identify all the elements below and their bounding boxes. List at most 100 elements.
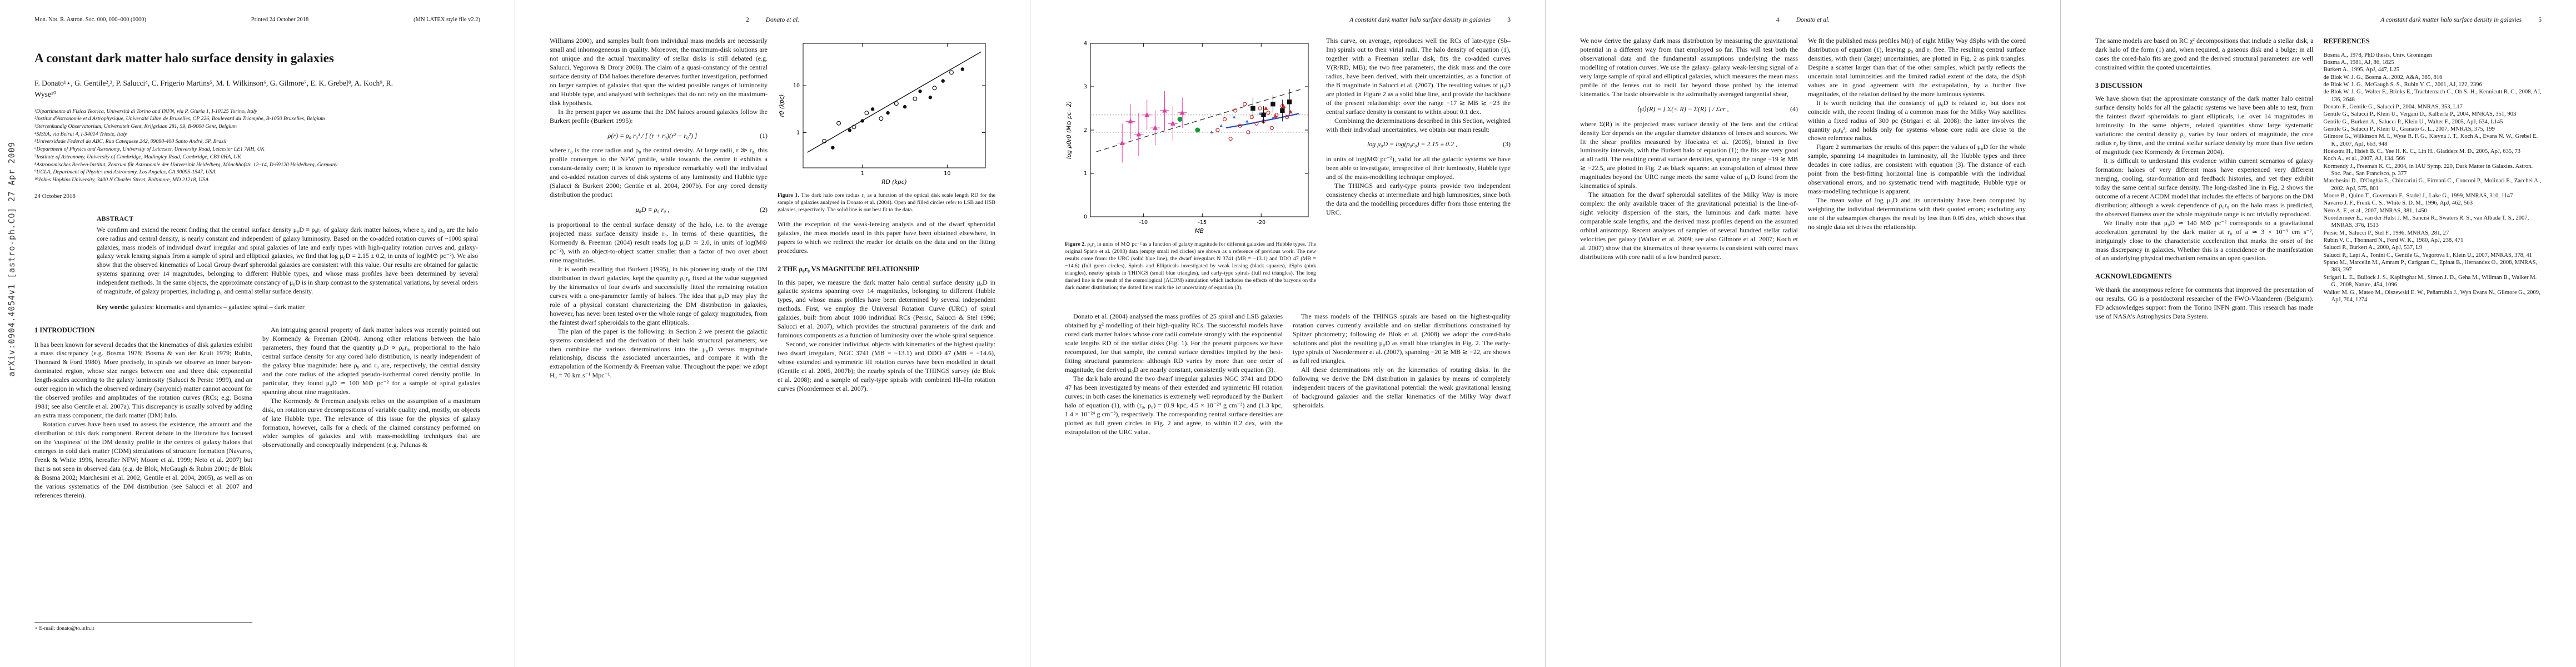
svg-text:-10: -10 bbox=[1139, 220, 1148, 226]
affiliation: ⁵Universidade Federal do ABC, Rua Catequ… bbox=[34, 138, 227, 145]
reference-entry: de Blok W. J. G., Bosma A., 2002, A&A, 3… bbox=[2323, 74, 2443, 81]
paragraph: is proportional to the central surface d… bbox=[550, 221, 768, 264]
figure-1-caption-text: The dark halo core radius r₀ as a functi… bbox=[778, 192, 995, 213]
paragraph: It is difficult to understand this evide… bbox=[2095, 156, 2314, 218]
equation-2-body: μ₀D ≡ ρ₀ r₀ , bbox=[635, 206, 670, 214]
footnote-text: ⋆ E-mail: donato@to.infn.it bbox=[34, 625, 94, 631]
page5-column-right: REFERENCES Bosma A., 1978, PhD thesis, U… bbox=[2324, 37, 2542, 303]
page1-column-right: An intriguing general property of dark m… bbox=[262, 326, 480, 450]
running-head: 4 Donato et al. bbox=[1580, 17, 2026, 23]
page2-column-right: 1 10 1 10 RD (kpc) r0 (kpc) Figure 1. The dar… bbox=[778, 37, 995, 394]
reference-entry: Neto A. F., et al., 2007, MNRAS, 381, 14… bbox=[2323, 207, 2427, 214]
svg-text:0: 0 bbox=[1084, 214, 1087, 220]
acknowledgments-text: We thank the anonymous referee for comme… bbox=[2095, 285, 2314, 320]
paragraph: An intriguing general property of dark m… bbox=[262, 326, 480, 396]
paragraph: The THINGS and early-type points provide… bbox=[1326, 182, 1511, 217]
affiliation: ⁹UCLA, Department of Physics and Astrono… bbox=[34, 169, 216, 176]
page5-column-left: The same models are based on RC χ² decom… bbox=[2095, 37, 2314, 321]
reference-entry: Bosma A., 1978, PhD thesis, Univ. Gronin… bbox=[2323, 52, 2433, 58]
body-paragraphs: In this paper, we measure the dark matte… bbox=[778, 278, 995, 394]
reference-entry: Rubin V. C., Thonnard N., Ford W. K., 19… bbox=[2323, 237, 2464, 244]
keywords-line: Key words: galaxies: kinematics and dyna… bbox=[97, 303, 478, 311]
reference-entry: Marchesini D., D'Onghia E., Chincarini G… bbox=[2323, 178, 2542, 192]
figure-1-plot: 1 10 1 10 RD (kpc) r0 (kpc) bbox=[778, 37, 993, 188]
abstract-heading: ABSTRACT bbox=[97, 215, 134, 222]
page4-column-right: We fit the published mass profiles M(r) … bbox=[1808, 37, 2026, 232]
reference-entry: Strigari L. E., Bullock J. S., Kaplingha… bbox=[2323, 274, 2537, 288]
page-number: 3 bbox=[1507, 17, 1511, 23]
reference-entry: Hoekstra H., Hsieh B. C., Yee H. K. C., … bbox=[2323, 148, 2521, 155]
paragraph: The plan of the paper is the following: … bbox=[550, 327, 768, 380]
paragraph: The same models are based on RC χ² decom… bbox=[2095, 37, 2314, 71]
journal-ref: Mon. Not. R. Astron. Soc. 000, 000–000 (… bbox=[34, 17, 146, 23]
paper-title: A constant dark matter halo surface dens… bbox=[34, 51, 334, 65]
paragraph: We fit the published mass profiles M(r) … bbox=[1808, 37, 2026, 98]
paragraph: In the present paper we assume that the … bbox=[550, 107, 768, 125]
reference-entry: Burkert A., 1995, ApJ, 447, L25 bbox=[2323, 67, 2400, 73]
figure-1-caption: Figure 1. The dark halo core radius r₀ a… bbox=[778, 192, 995, 213]
reference-entry: Moore B., Quinn T., Governato F., Stadel… bbox=[2323, 193, 2513, 200]
reference-entry: Persic M., Salucci P., Stel F., 1996, MN… bbox=[2323, 230, 2449, 236]
reference-entry: Salucci P., Burkert A., 2000, ApJ, 537, … bbox=[2323, 245, 2423, 251]
affiliation: ¹Dipartimento di Fisica Teorica, Univers… bbox=[34, 108, 257, 115]
section-2-heading: 2 THE ρ₀r₀ VS MAGNITUDE RELATIONSHIP bbox=[778, 265, 920, 273]
reference-entry: Bosma A., 1981, AJ, 86, 1825 bbox=[2323, 59, 2394, 66]
reference-entry: Spano M., Marcelin M., Amram P., Carigna… bbox=[2323, 260, 2538, 273]
paragraph: It is worth recalling that Burkert (1995… bbox=[550, 265, 768, 326]
paragraph: where r₀ is the core radius and ρ₀ the c… bbox=[550, 146, 768, 199]
style-file-note: (MN LATEX style file v2.2) bbox=[413, 17, 480, 23]
body-paragraphs: in units of log(M⊙ pc⁻²), valid for all … bbox=[1326, 155, 1511, 217]
paragraph: Rotation curves have been used to assess… bbox=[34, 420, 252, 499]
paragraph: in units of log(M⊙ pc⁻²), valid for all … bbox=[1326, 155, 1511, 181]
svg-text:4: 4 bbox=[1084, 41, 1087, 47]
paragraph: Second, we consider individual objects w… bbox=[778, 340, 995, 392]
body-paragraphs: is proportional to the central surface d… bbox=[550, 221, 768, 380]
paragraph: Williams 2000), and samples built from i… bbox=[550, 37, 768, 107]
paragraph: Donato et al. (2004) analysed the mass p… bbox=[1065, 312, 1283, 374]
svg-text:2: 2 bbox=[1084, 127, 1087, 133]
equation-3-body: log μ₀D = log(ρ₀r₀) = 2.15 ± 0.2 , bbox=[1367, 140, 1458, 148]
equation-3: log μ₀D = log(ρ₀r₀) = 2.15 ± 0.2 , (3) bbox=[1326, 140, 1511, 149]
page-4: 4 Donato et al. We now derive the galaxy… bbox=[1546, 0, 2061, 667]
page-1: Mon. Not. R. Astron. Soc. 000, 000–000 (… bbox=[0, 0, 515, 667]
running-title: A constant dark matter halo surface dens… bbox=[2380, 17, 2522, 23]
svg-text:-20: -20 bbox=[1257, 220, 1265, 226]
references-heading: REFERENCES bbox=[2323, 37, 2370, 45]
figure-2: -10 -15 -20 0 1 2 3 4 MB log ρ0r0 (M⊙ pc−2) Figur… bbox=[1065, 37, 1316, 291]
svg-text:3: 3 bbox=[1084, 84, 1087, 90]
reference-entry: Gilmore G., Wilkinson M. I., Wyse R. F. … bbox=[2323, 133, 2538, 147]
page-number: 4 bbox=[1776, 17, 1780, 23]
reference-entry: Noordermeer E., van der Hulst J. M., San… bbox=[2323, 215, 2529, 229]
running-title: Donato et al. bbox=[765, 17, 800, 23]
section-1-heading: 1 INTRODUCTION bbox=[34, 326, 95, 335]
affiliation: ⁷Institute of Astronomy, University of C… bbox=[34, 153, 241, 160]
affiliation: ⁸Astronomisches Rechen-Institut, Zentrum… bbox=[34, 161, 338, 168]
paragraph: The mass models of the THINGS spirals ar… bbox=[1293, 312, 1511, 365]
intro-paragraphs-left: It has been known for several decades th… bbox=[34, 341, 252, 500]
paragraph: We finally note that μ₀D ≃ 140 M⊙ pc⁻² c… bbox=[2095, 218, 2314, 262]
arxiv-stamp: arXiv:0904.4054v1 [astro-ph.CO] 27 Apr 2… bbox=[7, 142, 17, 377]
paragraph: The Kormendy & Freeman analysis relies o… bbox=[262, 396, 480, 449]
reference-entry: Kormendy J., Freeman K. C., 2004, in IAU… bbox=[2323, 163, 2533, 177]
author-footnote: ⋆ E-mail: donato@to.infn.it bbox=[34, 623, 252, 631]
svg-text:1: 1 bbox=[861, 171, 864, 177]
keywords-label: Key words: bbox=[97, 303, 129, 311]
body-paragraphs: where Σ(R) is the projected mass surface… bbox=[1580, 120, 1798, 262]
page1-column-left: 1 INTRODUCTION It has been known for sev… bbox=[34, 326, 252, 500]
reference-list: Bosma A., 1978, PhD thesis, Univ. Gronin… bbox=[2324, 52, 2542, 304]
reference-entry: Koch A., et al., 2007, AJ, 134, 566 bbox=[2323, 156, 2405, 162]
equation-2: μ₀D ≡ ρ₀ r₀ , (2) bbox=[550, 206, 768, 215]
paragraph: This curve, on average, reproduces well … bbox=[1326, 37, 1511, 116]
page3-column-right-top: This curve, on average, reproduces well … bbox=[1326, 37, 1511, 217]
page-3: A constant dark matter halo surface dens… bbox=[1030, 0, 1546, 667]
running-head: A constant dark matter halo surface dens… bbox=[1065, 17, 1511, 23]
printed-date: Printed 24 October 2018 bbox=[251, 17, 309, 23]
reference-entry: Donato F., Gentile G., Salucci P., 2004,… bbox=[2323, 103, 2463, 110]
page-2: 2 Donato et al. Williams 2000), and samp… bbox=[515, 0, 1030, 667]
equation-4-body: ⟨γt⟩(R) = [ Σ(< R) − Σ(R) ] / Σcr , bbox=[1637, 104, 1729, 113]
reference-entry: Gentile G., Salucci P., Klein U., Granat… bbox=[2323, 126, 2495, 132]
equation-1: ρ(r) = ρ₀ r₀³ / [ (r + r₀)(r² + r₀²) ] (… bbox=[550, 132, 768, 141]
equation-1-number: (1) bbox=[760, 131, 768, 140]
date-line: 24 October 2018 bbox=[34, 192, 76, 200]
svg-text:10: 10 bbox=[944, 171, 950, 177]
